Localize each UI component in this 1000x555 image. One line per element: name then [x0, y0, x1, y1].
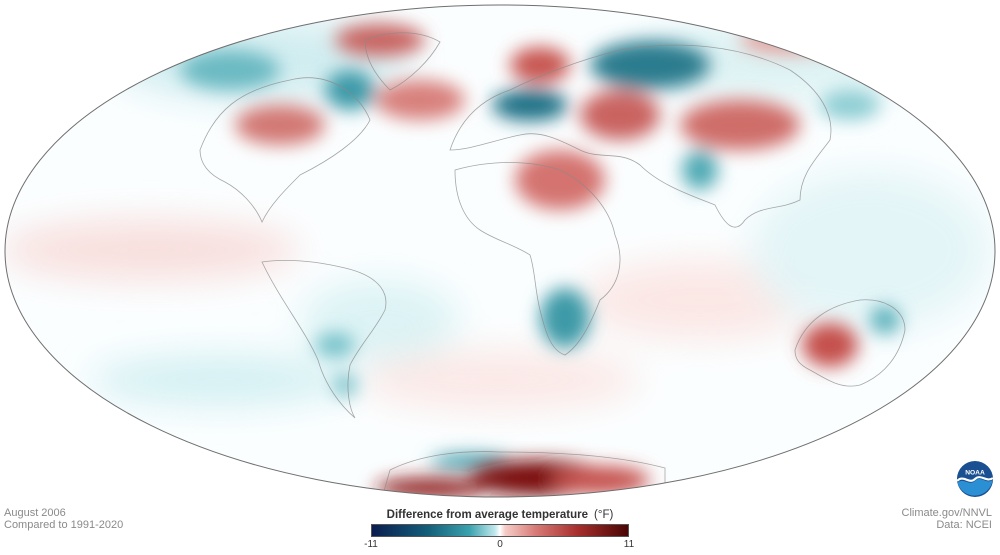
- map-oval-outline: [4, 4, 996, 498]
- legend-color-bar: [371, 524, 629, 537]
- legend-max-label: 11: [623, 539, 635, 550]
- legend-title: Difference from average temperature (°F): [360, 509, 640, 521]
- credit-source: Climate.gov/NNVL: [901, 507, 992, 519]
- baseline-label: Compared to 1991-2020: [4, 519, 124, 531]
- credit-caption: Climate.gov/NNVL Data: NCEI: [902, 507, 992, 531]
- color-legend: Difference from average temperature (°F) …: [360, 509, 640, 555]
- legend-title-text: Difference from average temperature: [386, 509, 589, 521]
- date-caption: August 2006 Compared to 1991-2020: [4, 507, 123, 531]
- legend-unit: (°F): [594, 509, 614, 521]
- legend-min-label: -11: [364, 539, 378, 550]
- continent-outlines: [199, 32, 906, 497]
- noaa-logo-text: NOAA: [965, 469, 985, 476]
- legend-mid-label: 0: [497, 539, 503, 550]
- credit-data: Data: NCEI: [936, 519, 992, 531]
- date-label: August 2006: [4, 507, 66, 519]
- world-anomaly-map: [4, 4, 996, 498]
- noaa-logo-icon: NOAA: [956, 460, 994, 498]
